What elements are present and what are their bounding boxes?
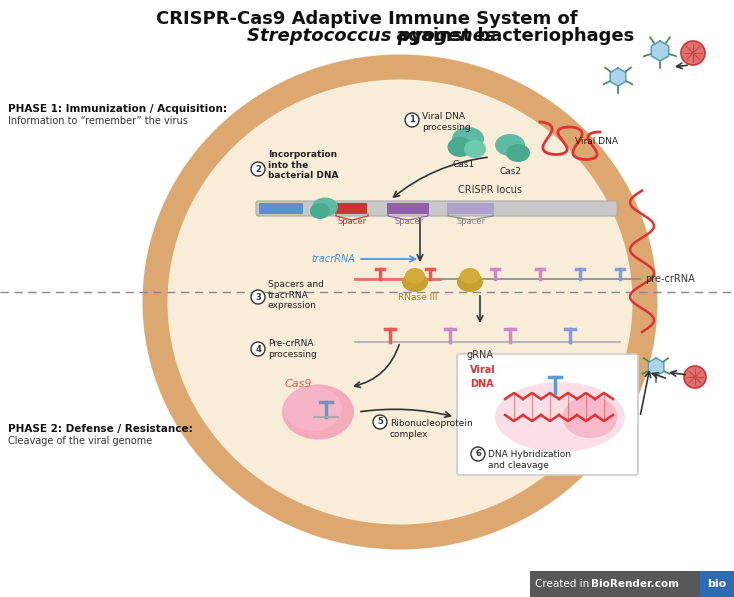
FancyBboxPatch shape — [447, 203, 494, 214]
Ellipse shape — [284, 387, 342, 431]
Text: PHASE 2: Defense / Resistance:: PHASE 2: Defense / Resistance: — [8, 424, 193, 434]
Text: CRISPR-Cas9 Adaptive Immune System of: CRISPR-Cas9 Adaptive Immune System of — [156, 10, 578, 28]
Text: 3: 3 — [255, 293, 261, 301]
FancyBboxPatch shape — [387, 203, 429, 214]
Text: Spacers and
tracrRNA
expression: Spacers and tracrRNA expression — [268, 280, 324, 310]
Ellipse shape — [312, 198, 338, 217]
Text: pre-crRNA: pre-crRNA — [645, 274, 695, 284]
Text: tracrRNA: tracrRNA — [311, 254, 355, 264]
Text: Cas9: Cas9 — [284, 379, 312, 389]
Text: Viral DNA: Viral DNA — [575, 137, 618, 146]
Ellipse shape — [402, 272, 428, 292]
Circle shape — [471, 447, 485, 461]
Ellipse shape — [448, 137, 473, 157]
Ellipse shape — [457, 272, 483, 292]
Text: PHASE 1: Immunization / Acquisition:: PHASE 1: Immunization / Acquisition: — [8, 104, 227, 114]
Text: DNA Hybridization
and cleavage: DNA Hybridization and cleavage — [488, 450, 571, 470]
Ellipse shape — [495, 382, 625, 452]
Text: 2: 2 — [255, 165, 261, 174]
Ellipse shape — [464, 140, 486, 158]
Ellipse shape — [506, 144, 530, 162]
Ellipse shape — [282, 384, 354, 439]
Text: BioRender.com: BioRender.com — [591, 579, 679, 589]
Text: gRNA: gRNA — [467, 350, 493, 360]
Text: Spacer: Spacer — [457, 217, 486, 226]
Circle shape — [251, 342, 265, 356]
Text: Created in: Created in — [535, 579, 592, 589]
FancyBboxPatch shape — [335, 203, 367, 214]
Text: Streptococcus pyogenes against bacteriophages: Streptococcus pyogenes against bacteriop… — [0, 596, 1, 597]
Ellipse shape — [310, 203, 330, 219]
Text: Viral: Viral — [470, 365, 495, 375]
Ellipse shape — [452, 127, 484, 151]
Text: Information to “remember” the virus: Information to “remember” the virus — [8, 116, 188, 126]
Polygon shape — [648, 358, 664, 376]
Text: Cas1: Cas1 — [453, 160, 475, 169]
FancyBboxPatch shape — [700, 571, 734, 597]
Text: RNase III: RNase III — [399, 293, 437, 302]
FancyBboxPatch shape — [530, 571, 734, 597]
Text: Spacer: Spacer — [394, 217, 424, 226]
Text: Viral DNA
processing: Viral DNA processing — [422, 112, 470, 132]
Polygon shape — [651, 41, 669, 61]
Ellipse shape — [460, 268, 480, 284]
Circle shape — [373, 415, 387, 429]
Circle shape — [251, 162, 265, 176]
Text: Cas2: Cas2 — [499, 167, 521, 176]
Text: DNA: DNA — [470, 379, 494, 389]
FancyBboxPatch shape — [457, 354, 638, 475]
Text: bio: bio — [708, 579, 727, 589]
Text: CRISPR locus: CRISPR locus — [458, 185, 522, 195]
Circle shape — [681, 41, 705, 65]
Text: 1: 1 — [409, 115, 415, 125]
Polygon shape — [610, 68, 626, 86]
Circle shape — [251, 290, 265, 304]
Text: Spacer: Spacer — [338, 217, 366, 226]
Circle shape — [405, 113, 419, 127]
Ellipse shape — [405, 268, 425, 284]
FancyBboxPatch shape — [259, 203, 303, 214]
Ellipse shape — [155, 67, 645, 537]
FancyBboxPatch shape — [256, 201, 617, 216]
Ellipse shape — [495, 134, 525, 156]
Ellipse shape — [562, 396, 617, 438]
Text: Ribonucleoprotein
complex: Ribonucleoprotein complex — [390, 419, 473, 439]
Text: Streptococcus pyogenes: Streptococcus pyogenes — [247, 27, 495, 45]
Text: Incorporation
into the
bacterial DNA: Incorporation into the bacterial DNA — [268, 150, 338, 180]
Text: 6: 6 — [475, 450, 481, 458]
Text: against bacteriophages: against bacteriophages — [390, 27, 634, 45]
Text: Cleavage of the viral genome: Cleavage of the viral genome — [8, 436, 152, 446]
Circle shape — [684, 366, 706, 388]
Text: 4: 4 — [255, 344, 261, 353]
Text: 5: 5 — [377, 417, 383, 426]
Text: Pre-crRNA
processing: Pre-crRNA processing — [268, 339, 317, 359]
